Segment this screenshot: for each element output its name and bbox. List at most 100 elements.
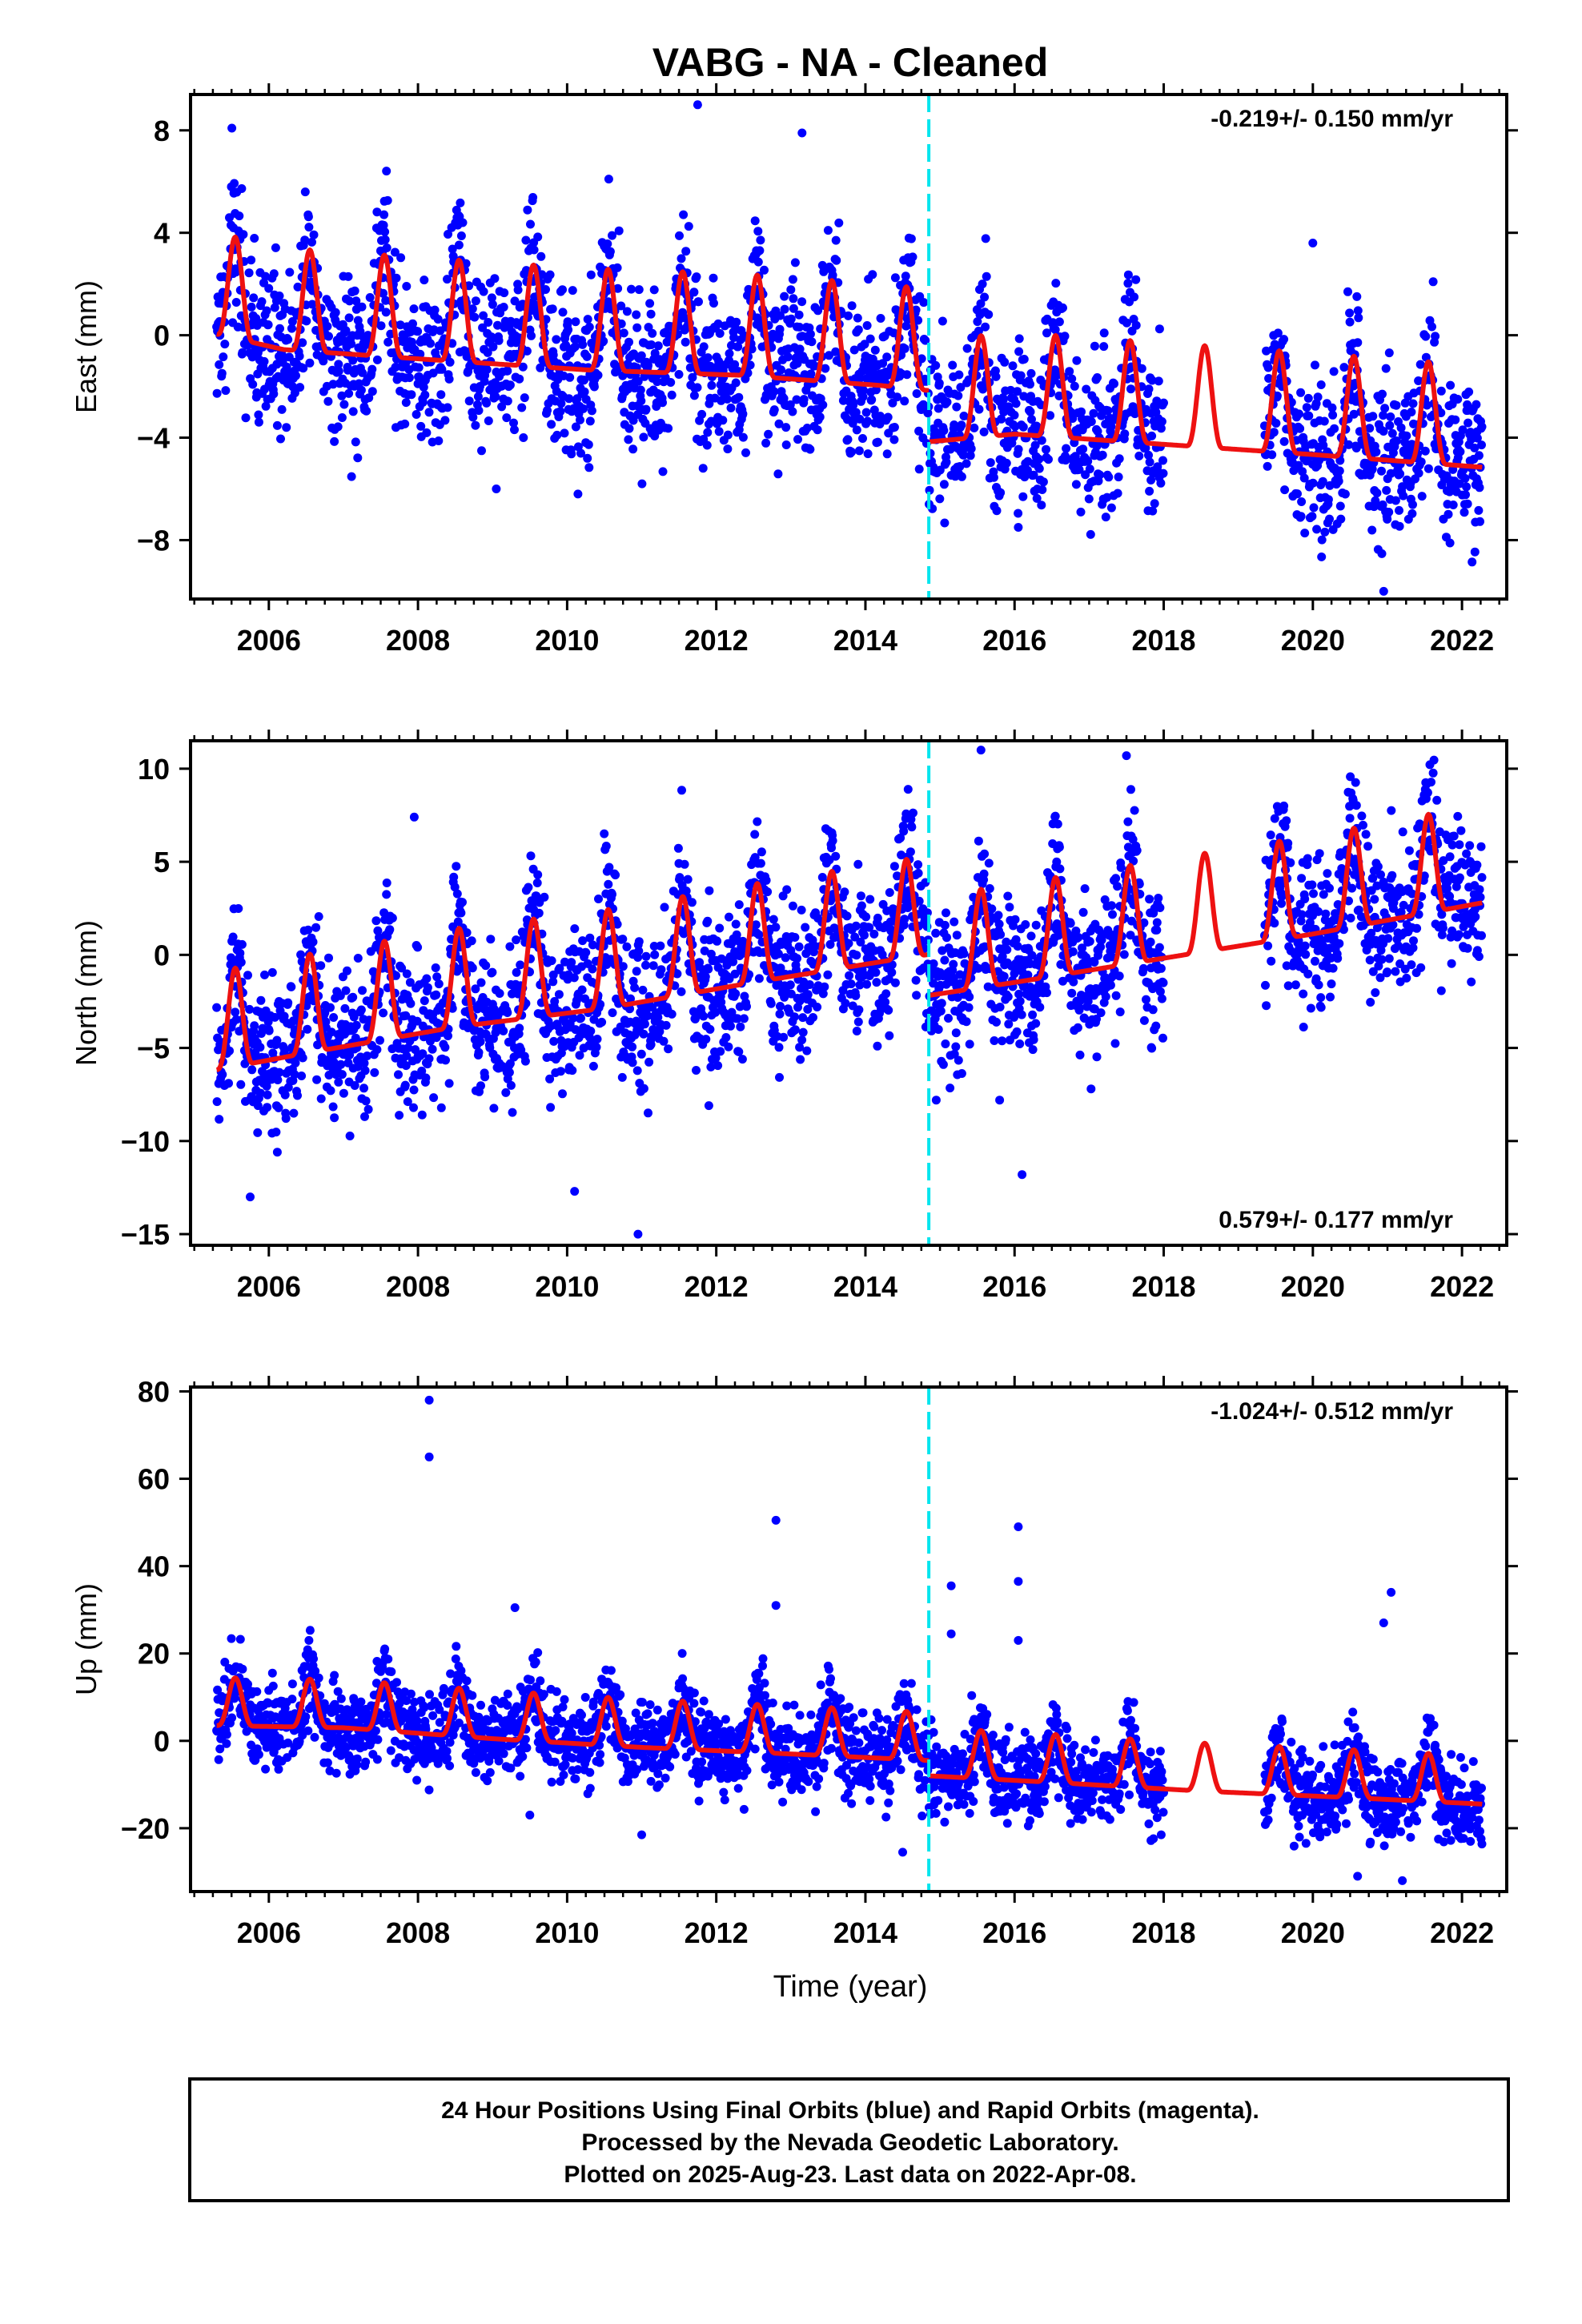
east-point	[523, 205, 532, 215]
east-point	[448, 244, 457, 254]
east-point	[380, 227, 390, 236]
north-point	[618, 935, 628, 944]
north-point	[316, 961, 326, 971]
east-point	[699, 342, 709, 352]
east-point	[334, 360, 343, 369]
north-point	[1119, 950, 1129, 959]
east-point	[564, 325, 573, 335]
east-point	[750, 216, 760, 226]
north-point	[592, 1035, 602, 1043]
east-point	[436, 390, 446, 400]
north-point	[1053, 819, 1062, 829]
east-point	[487, 293, 496, 303]
north-point	[308, 937, 318, 947]
north-point	[1066, 919, 1075, 928]
north-point	[1157, 994, 1166, 1003]
east-point	[780, 304, 789, 314]
east-point	[1044, 455, 1053, 464]
north-point	[524, 883, 533, 892]
north-point	[998, 1036, 1007, 1046]
north-point	[264, 1026, 274, 1035]
east-point	[364, 393, 374, 403]
east-point	[614, 226, 624, 235]
east-point	[865, 334, 875, 344]
east-point	[1296, 512, 1306, 521]
east-point	[939, 426, 949, 436]
east-point	[443, 403, 452, 412]
north-point	[431, 963, 440, 972]
north-point	[1357, 811, 1367, 821]
north-point	[504, 1068, 514, 1077]
east-point	[984, 310, 994, 320]
north-point	[1158, 978, 1168, 987]
north-point	[212, 1003, 222, 1012]
east-point	[952, 402, 962, 412]
north-point	[556, 1067, 565, 1076]
east-point	[986, 458, 995, 468]
north-point	[1262, 1001, 1271, 1011]
north-point	[1075, 1003, 1084, 1013]
east-outlier-point	[1099, 494, 1109, 504]
east-point	[541, 285, 550, 294]
east-point	[330, 436, 339, 446]
north-point	[831, 851, 841, 861]
east-point	[1154, 376, 1163, 386]
east-point	[390, 247, 400, 257]
north-point	[1130, 806, 1139, 815]
north-point	[944, 1014, 953, 1023]
north-point	[449, 872, 459, 882]
north-point	[699, 1011, 709, 1021]
north-point	[505, 942, 515, 951]
east-point	[1071, 480, 1081, 489]
north-point	[1101, 992, 1110, 1001]
east-point	[1472, 400, 1481, 409]
north-point	[1346, 913, 1355, 923]
north-point	[1300, 895, 1310, 903]
east-point	[847, 447, 857, 456]
north-point	[994, 911, 1003, 920]
north-point	[774, 1043, 784, 1052]
east-point	[732, 317, 741, 327]
north-point	[713, 936, 722, 946]
north-point	[577, 985, 587, 995]
east-point	[365, 293, 375, 302]
east-point	[277, 404, 287, 414]
east-point	[1367, 525, 1377, 535]
north-point	[1300, 941, 1310, 951]
east-point	[254, 417, 263, 427]
east-point	[350, 286, 359, 296]
north-point	[604, 879, 613, 889]
north-point	[570, 924, 580, 934]
east-point	[628, 444, 638, 454]
east-point	[1134, 451, 1144, 460]
east-point	[526, 219, 535, 229]
north-point	[371, 916, 381, 926]
east-point	[1126, 384, 1135, 394]
north-point	[856, 891, 865, 901]
east-point	[805, 444, 815, 454]
east-point	[298, 338, 307, 348]
east-point	[1313, 392, 1323, 402]
east-point	[679, 210, 689, 219]
north-point	[1028, 1010, 1038, 1019]
north-point	[387, 913, 397, 923]
east-point	[853, 313, 862, 323]
east-point	[1120, 429, 1130, 439]
east-point	[1417, 492, 1427, 501]
east-point	[698, 464, 708, 473]
east-point	[1461, 490, 1470, 500]
north-point	[656, 941, 665, 951]
north-point	[885, 1031, 894, 1040]
east-point	[900, 344, 909, 353]
east-point	[1463, 499, 1472, 509]
north-point	[789, 1012, 799, 1022]
north-point	[731, 989, 741, 999]
north-point	[1113, 882, 1122, 891]
east-point	[241, 413, 251, 423]
east-point	[219, 352, 228, 362]
north-point	[1074, 933, 1083, 942]
east-point	[646, 309, 656, 319]
north-point	[952, 931, 962, 940]
east-point	[272, 420, 282, 430]
east-point	[1384, 348, 1394, 358]
